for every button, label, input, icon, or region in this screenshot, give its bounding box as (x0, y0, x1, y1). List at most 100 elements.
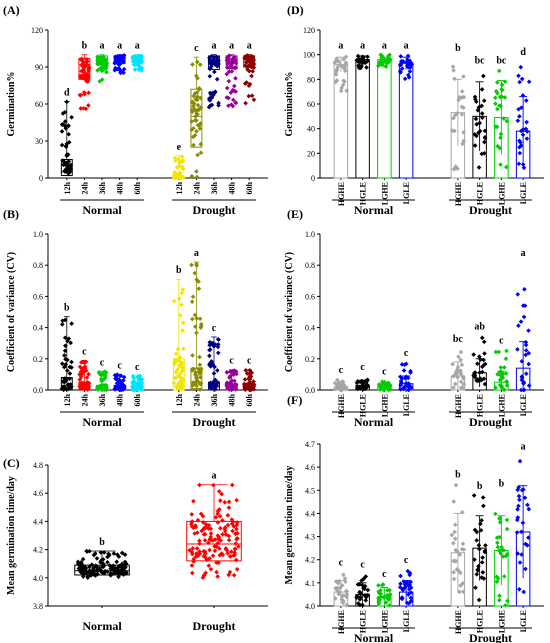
data-point (177, 163, 182, 169)
data-point (515, 515, 521, 520)
data-point (498, 135, 503, 140)
data-point (193, 554, 199, 559)
data-point (498, 131, 504, 137)
data-point (224, 370, 230, 375)
data-point (195, 102, 201, 108)
series-drought-lghe (493, 511, 510, 608)
data-point (207, 73, 213, 79)
data-point (233, 76, 238, 81)
series-drought-hgle (471, 493, 488, 607)
data-point (196, 85, 202, 91)
y-tick-label: 40 (307, 125, 315, 134)
category-label: LGHE (380, 610, 389, 633)
data-point (342, 576, 348, 581)
data-point (473, 585, 478, 590)
data-point (342, 79, 347, 84)
series-drought-24h (189, 56, 204, 180)
data-point (180, 158, 186, 163)
category-label: HGHE (454, 610, 463, 634)
data-point (180, 376, 186, 382)
data-point (66, 123, 71, 128)
data-point (224, 55, 230, 61)
data-point (189, 173, 195, 179)
data-point (62, 119, 68, 124)
group-label: Normal (354, 415, 394, 429)
category-label: HGLE (359, 610, 368, 633)
category-label: 24h (80, 393, 89, 406)
data-point (139, 377, 145, 382)
category-label: HGLE (476, 394, 485, 417)
data-point (208, 537, 214, 543)
data-point (59, 142, 65, 148)
group-label: Normal (354, 203, 394, 217)
data-point (78, 566, 83, 571)
group-label: Drought (192, 203, 235, 217)
data-point (474, 121, 480, 127)
data-point (338, 88, 344, 94)
data-point (398, 378, 404, 384)
data-point (355, 379, 361, 384)
category-label: 60h (245, 181, 254, 194)
category-label: LGLE (402, 182, 411, 204)
data-point (195, 94, 200, 99)
significance-letter: a (212, 471, 217, 482)
data-point (130, 373, 136, 379)
series-normal-hghe (332, 54, 349, 179)
data-point (461, 381, 467, 387)
data-point (479, 111, 485, 116)
category-label: LGHE (380, 182, 389, 205)
data-point (215, 520, 221, 525)
data-point (481, 73, 486, 79)
data-point (85, 78, 91, 84)
data-point (460, 541, 466, 547)
data-point (102, 370, 108, 376)
data-point (217, 514, 223, 519)
data-point (479, 151, 485, 157)
data-point (343, 579, 348, 584)
significance-letter: b (64, 303, 70, 314)
data-point (215, 336, 221, 342)
data-point (62, 123, 67, 128)
data-point (194, 373, 199, 378)
data-point (333, 579, 339, 584)
data-point (517, 79, 522, 85)
significance-letter: c (382, 569, 387, 580)
data-point (226, 533, 232, 539)
data-point (212, 377, 218, 383)
data-point (344, 602, 350, 608)
data-point (502, 79, 508, 84)
data-point (209, 64, 214, 69)
data-point (98, 559, 103, 565)
data-point (461, 130, 466, 135)
data-point (333, 69, 339, 75)
data-point (480, 369, 485, 375)
data-point (94, 556, 100, 561)
data-point (503, 356, 509, 362)
data-point (197, 126, 203, 131)
data-point (177, 371, 183, 376)
data-point (130, 380, 135, 385)
y-tick-label: 4.2 (305, 556, 315, 565)
data-point (173, 158, 178, 164)
data-point (474, 572, 480, 577)
data-point (526, 350, 532, 356)
data-point (357, 602, 363, 608)
data-point (517, 560, 523, 565)
series-normal-hghe (332, 377, 349, 393)
data-point (400, 59, 406, 64)
significance-letter: a (194, 248, 199, 259)
data-point (494, 124, 500, 130)
data-point (215, 350, 221, 356)
y-tick-label: 0.6 (33, 292, 43, 301)
data-point (500, 375, 506, 380)
group-label: Normal (82, 619, 122, 633)
data-point (482, 128, 488, 134)
data-point (86, 371, 91, 377)
data-point (522, 495, 528, 501)
data-point (515, 118, 521, 123)
data-point (80, 73, 85, 78)
data-point (208, 92, 214, 97)
y-tick-label: 30 (35, 137, 43, 146)
data-point (515, 507, 520, 512)
data-point (343, 60, 349, 66)
